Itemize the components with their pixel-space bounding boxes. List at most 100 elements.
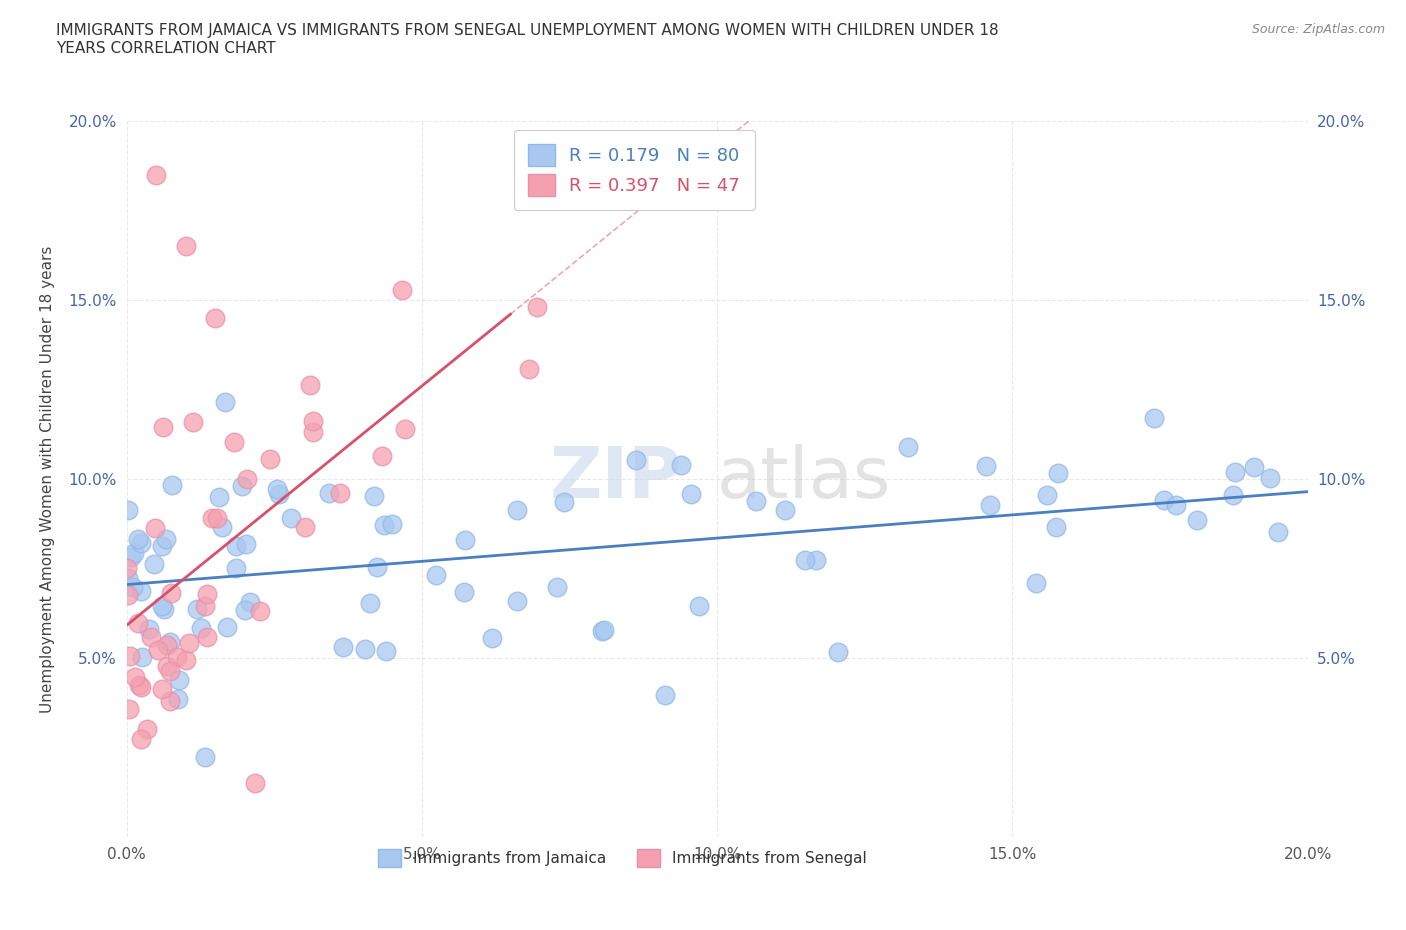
Point — [131, 583, 153, 598]
Point — [186, 602, 208, 617]
Point — [194, 750, 217, 764]
Point — [654, 688, 676, 703]
Point — [225, 561, 247, 576]
Point — [280, 511, 302, 525]
Point — [373, 518, 395, 533]
Point — [152, 419, 174, 434]
Point — [174, 652, 197, 667]
Point — [152, 602, 174, 617]
Point — [225, 538, 247, 553]
Point — [156, 658, 179, 673]
Point — [217, 619, 239, 634]
Point — [118, 648, 141, 663]
Point — [425, 567, 447, 582]
Point — [1143, 410, 1166, 425]
Point — [794, 552, 817, 567]
Point — [359, 595, 381, 610]
Text: ZIP: ZIP — [550, 445, 682, 513]
Text: Source: ZipAtlas.com: Source: ZipAtlas.com — [1251, 23, 1385, 36]
Point — [239, 595, 262, 610]
Point — [138, 621, 160, 636]
Point — [897, 439, 920, 454]
Point — [211, 520, 233, 535]
Point — [624, 453, 647, 468]
Point — [214, 394, 236, 409]
Point — [159, 634, 181, 649]
Point — [143, 520, 166, 535]
Point — [688, 599, 710, 614]
Point — [1243, 460, 1265, 475]
Point — [159, 693, 181, 708]
Point — [150, 682, 173, 697]
Point — [136, 722, 159, 737]
Point — [506, 593, 529, 608]
Point — [155, 531, 177, 546]
Point — [127, 531, 149, 546]
Point — [1047, 465, 1070, 480]
Point — [1035, 487, 1057, 502]
Point — [174, 239, 197, 254]
Point — [381, 517, 404, 532]
Point — [156, 637, 179, 652]
Point — [159, 663, 181, 678]
Point — [591, 623, 613, 638]
Point — [120, 550, 142, 565]
Point — [391, 283, 413, 298]
Point — [249, 604, 271, 618]
Point — [302, 414, 325, 429]
Point — [150, 599, 173, 614]
Point — [974, 459, 997, 474]
Point — [375, 644, 398, 658]
Point — [160, 477, 183, 492]
Point — [1185, 512, 1208, 527]
Point — [827, 644, 849, 659]
Point — [231, 479, 253, 494]
Point — [129, 536, 152, 551]
Point — [150, 538, 173, 553]
Point — [131, 732, 153, 747]
Point — [117, 588, 139, 603]
Point — [371, 449, 394, 464]
Point — [318, 485, 340, 500]
Legend: Immigrants from Jamaica, Immigrants from Senegal: Immigrants from Jamaica, Immigrants from… — [366, 836, 879, 880]
Point — [1267, 525, 1289, 539]
Point — [363, 488, 385, 503]
Point — [553, 494, 575, 509]
Point — [195, 587, 218, 602]
Point — [481, 631, 503, 645]
Point — [117, 503, 139, 518]
Point — [181, 415, 204, 430]
Point — [1045, 520, 1067, 535]
Point — [201, 511, 224, 525]
Point — [118, 702, 141, 717]
Point — [204, 311, 226, 325]
Point — [1153, 493, 1175, 508]
Point — [233, 603, 256, 618]
Point — [141, 630, 163, 644]
Point — [671, 458, 693, 472]
Point — [122, 546, 145, 561]
Point — [804, 553, 827, 568]
Point — [453, 585, 475, 600]
Point — [517, 362, 540, 377]
Point — [506, 502, 529, 517]
Point — [148, 642, 170, 657]
Point — [235, 537, 257, 551]
Point — [394, 421, 416, 436]
Point — [166, 691, 188, 706]
Point — [129, 680, 152, 695]
Point — [167, 672, 190, 687]
Point — [117, 571, 139, 586]
Point — [266, 481, 288, 496]
Point — [190, 621, 212, 636]
Point — [127, 616, 149, 631]
Point — [1225, 465, 1247, 480]
Point — [124, 670, 146, 684]
Text: IMMIGRANTS FROM JAMAICA VS IMMIGRANTS FROM SENEGAL UNEMPLOYMENT AMONG WOMEN WITH: IMMIGRANTS FROM JAMAICA VS IMMIGRANTS FR… — [56, 23, 998, 56]
Text: atlas: atlas — [717, 445, 891, 513]
Point — [332, 640, 354, 655]
Point — [979, 498, 1001, 512]
Point — [302, 425, 325, 440]
Point — [745, 494, 768, 509]
Point — [142, 556, 165, 571]
